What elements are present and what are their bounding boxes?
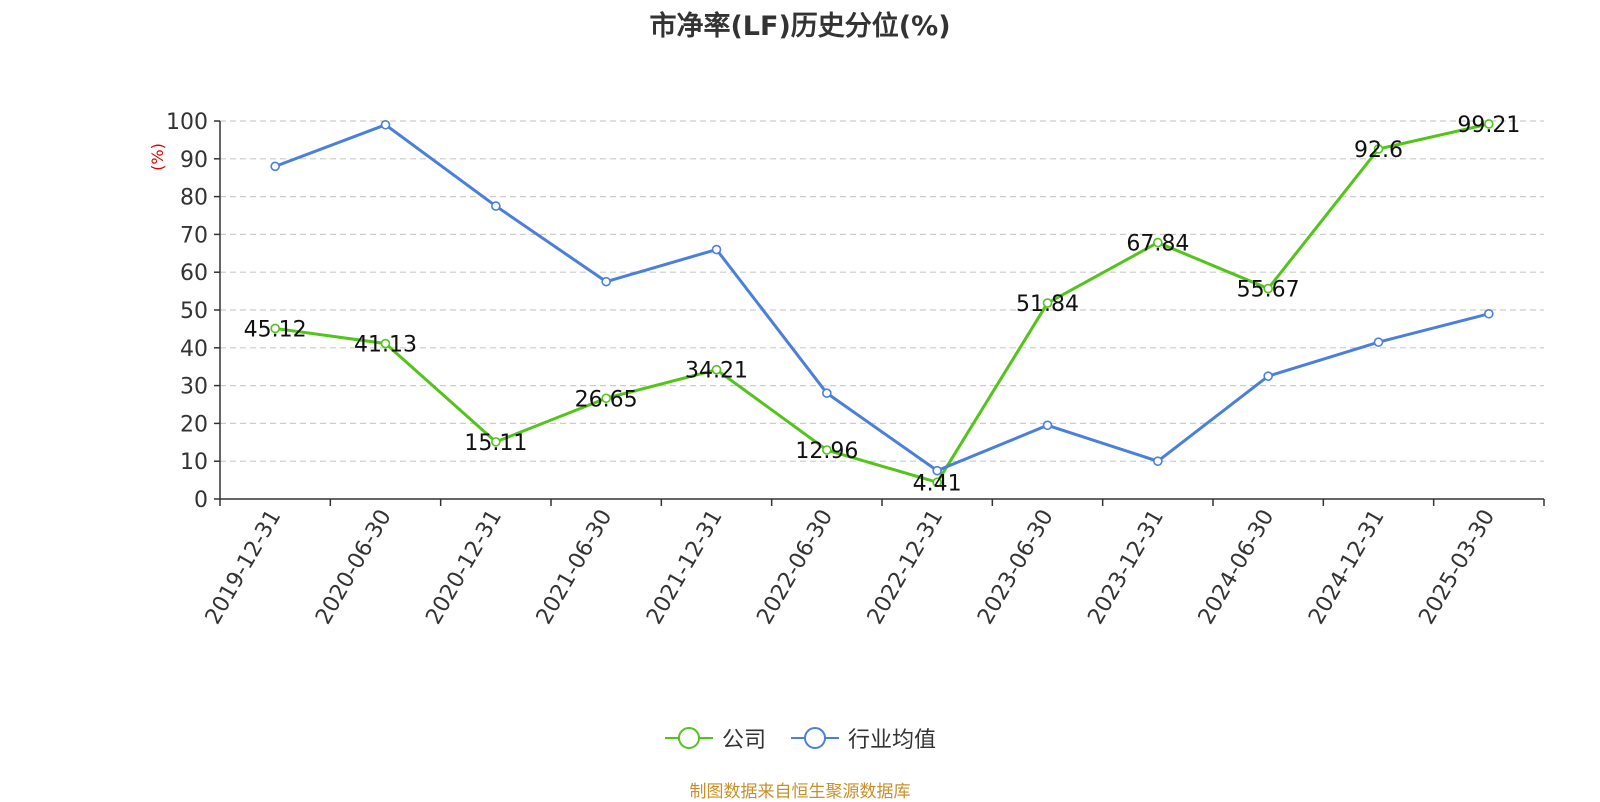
y-tick-label: 60 [180,261,208,286]
data-point[interactable] [711,364,722,375]
x-tick-label: 2023-12-31 [1083,506,1169,629]
data-point[interactable] [1484,119,1494,129]
legend-item-company[interactable]: 公司 [664,722,766,754]
data-point[interactable] [1042,298,1053,308]
series-line-1 [274,123,1490,473]
y-tick-label: 40 [180,337,208,362]
data-point[interactable] [822,388,832,398]
legend-item-industry[interactable]: 行业均值 [790,722,936,754]
x-tick-label: 2022-06-30 [752,506,838,629]
source-note: 制图数据来自恒生聚源数据库 [689,782,911,802]
data-point[interactable] [491,437,501,447]
legend: 公司 行业均值 [0,722,1600,754]
series [270,119,1494,488]
data-label: 34.21 [685,359,748,384]
x-tick-label: 2024-06-30 [1194,506,1280,629]
legend-industry-label: 行业均值 [848,728,937,753]
data-label: 4.41 [913,471,962,496]
data-point[interactable] [932,465,942,476]
data-labels: 45.12 41.13 15.11 26.65 34.21 12.96 4.41 51.84 6… [244,113,1521,496]
data-point[interactable] [932,477,942,488]
data-point[interactable] [1263,283,1273,294]
data-point[interactable] [1373,144,1384,154]
data-label: 51.84 [1016,292,1079,317]
x-tick-label: 2022-12-31 [863,506,949,629]
data-point[interactable] [380,338,391,349]
y-tick-label: 50 [180,299,208,324]
data-label: 12.96 [795,439,858,464]
y-tick-label: 90 [180,148,208,173]
y-tick-label: 20 [180,412,208,437]
data-label: 26.65 [575,387,638,412]
data-point[interactable] [270,161,280,172]
y-axis-label: (%) [148,143,167,171]
data-point[interactable] [380,119,391,130]
data-point[interactable] [1153,456,1163,467]
data-label: 15.11 [464,431,527,456]
series-line-0 [274,122,1490,484]
data-point[interactable] [1042,420,1053,431]
x-tick-label: 2024-12-31 [1304,506,1390,629]
data-label: 55.67 [1237,278,1300,303]
y-tick-label: 30 [180,375,208,400]
data-label: 41.13 [354,333,417,358]
legend-company-icon [664,727,713,749]
data-label: 67.84 [1126,232,1189,257]
data-point[interactable] [601,276,611,287]
data-point[interactable] [491,201,501,211]
chart-title: 市净率(LF)历史分位(%) [649,11,951,42]
y-tick-label: 0 [194,488,208,513]
data-point[interactable] [822,445,832,455]
grid-lines [220,120,1544,462]
y-tick-label: 100 [166,110,208,135]
data-label: 92.6 [1354,138,1403,163]
x-tick-label: 2025-03-30 [1414,506,1500,629]
x-tick-label: 2019-12-31 [201,506,287,629]
data-point[interactable] [711,244,722,255]
x-tick-label: 2021-12-31 [642,506,728,629]
x-tick-label: 2023-06-30 [973,506,1059,629]
data-point[interactable] [1153,237,1163,248]
y-tick-label: 70 [180,223,208,248]
y-tick-label: 10 [180,450,208,475]
x-tick-label: 2020-06-30 [311,506,397,629]
legend-company-label: 公司 [721,728,766,753]
y-tick-label: 80 [180,186,208,211]
data-point[interactable] [1263,371,1273,381]
data-point[interactable] [270,323,280,334]
data-point[interactable] [1373,337,1384,347]
data-point[interactable] [601,393,611,404]
x-tick-label: 2021-06-30 [532,506,618,629]
legend-industry-icon [791,727,839,749]
data-label: 45.12 [244,317,307,342]
axes: 0 10 20 30 40 50 60 70 80 90 100 (%) 2019-12-31 2020-… [148,110,1545,629]
x-tick-label: 2020-12-31 [421,506,507,629]
data-point[interactable] [1484,308,1494,319]
data-label: 99.21 [1457,113,1520,138]
